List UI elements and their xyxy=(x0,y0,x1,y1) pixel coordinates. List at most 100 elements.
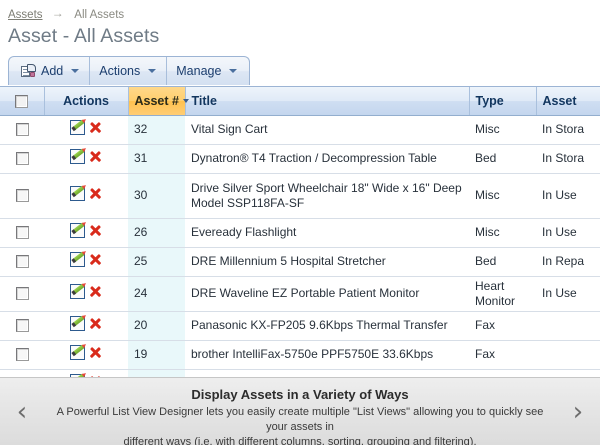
cell-type: Heart Monitor xyxy=(469,276,536,312)
row-select-cell[interactable] xyxy=(0,173,44,219)
cell-asset-number: 26 xyxy=(128,218,185,248)
row-checkbox[interactable] xyxy=(15,189,29,203)
row-select-cell[interactable] xyxy=(0,247,44,277)
delete-x-icon[interactable] xyxy=(89,187,102,200)
row-checkbox[interactable] xyxy=(15,152,29,166)
header-asset-number-label: Asset # xyxy=(134,93,179,108)
header-asset-number[interactable]: Asset # xyxy=(128,87,189,116)
row-select-cell[interactable] xyxy=(0,340,44,370)
table-row[interactable]: 19 brother IntelliFax-5750e PPF5750E 33.… xyxy=(0,340,600,370)
manage-button-label: Manage xyxy=(176,64,222,78)
header-asset-status[interactable]: Asset xyxy=(536,87,600,116)
cell-title: Eveready Flashlight xyxy=(185,218,469,248)
actions-button[interactable]: Actions xyxy=(89,57,166,85)
cell-title: Drive Silver Sport Wheelchair 18" Wide x… xyxy=(185,173,469,219)
chevron-down-icon xyxy=(148,69,157,73)
header-row: Actions Asset # Title Type Asset xyxy=(0,87,600,116)
edit-pencil-icon[interactable] xyxy=(70,251,85,267)
cell-status: In Stora xyxy=(536,115,600,145)
edit-pencil-icon[interactable] xyxy=(70,119,85,135)
delete-x-icon[interactable] xyxy=(89,346,102,359)
row-checkbox[interactable] xyxy=(15,319,29,333)
edit-pencil-icon[interactable] xyxy=(70,283,85,299)
cell-status: In Repa xyxy=(536,247,600,277)
edit-pencil-icon[interactable] xyxy=(70,185,85,201)
row-actions-cell xyxy=(44,340,128,370)
cell-type: Bed xyxy=(469,247,536,277)
table-row[interactable]: 26 Eveready Flashlight Misc In Use xyxy=(0,218,600,248)
promo-content: Display Assets in a Variety of Ways A Po… xyxy=(44,378,556,445)
table-header: Actions Asset # Title Type Asset xyxy=(0,87,600,116)
cell-type: Misc xyxy=(469,218,536,248)
delete-x-icon[interactable] xyxy=(89,317,102,330)
edit-pencil-icon[interactable] xyxy=(70,222,85,238)
row-actions-cell xyxy=(44,144,128,174)
header-actions[interactable]: Actions xyxy=(44,87,129,116)
cell-asset-number: 25 xyxy=(128,247,185,277)
delete-x-icon[interactable] xyxy=(89,253,102,266)
delete-x-icon[interactable] xyxy=(89,285,102,298)
row-checkbox[interactable] xyxy=(15,255,29,269)
breadcrumb-link-assets[interactable]: Assets xyxy=(8,9,43,21)
sort-desc-icon xyxy=(182,98,189,103)
cell-status xyxy=(536,340,600,370)
delete-x-icon[interactable] xyxy=(89,121,102,134)
edit-pencil-icon[interactable] xyxy=(70,344,85,360)
table-row[interactable]: 31 Dynatron® T4 Traction / Decompression… xyxy=(0,144,600,174)
delete-x-icon[interactable] xyxy=(89,150,102,163)
table-row[interactable]: 30 Drive Silver Sport Wheelchair 18" Wid… xyxy=(0,173,600,219)
cell-title: brother IntelliFax-5750e PPF5750E 33.6Kb… xyxy=(185,340,469,370)
cell-type: Fax xyxy=(469,340,536,370)
cell-type: Bed xyxy=(469,144,536,174)
cell-status: In Use xyxy=(536,276,600,312)
header-title[interactable]: Title xyxy=(185,87,470,116)
cell-status: In Stora xyxy=(536,144,600,174)
edit-pencil-icon[interactable] xyxy=(70,315,85,331)
row-checkbox[interactable] xyxy=(15,226,29,240)
assets-grid: Actions Asset # Title Type Asset xyxy=(0,86,600,399)
add-page-icon xyxy=(21,64,36,78)
row-checkbox[interactable] xyxy=(15,287,29,301)
promo-line-2: different ways (i.e. with different colu… xyxy=(123,436,477,445)
manage-button[interactable]: Manage xyxy=(166,57,247,85)
header-type[interactable]: Type xyxy=(469,87,537,116)
row-select-cell[interactable] xyxy=(0,276,44,312)
row-select-cell[interactable] xyxy=(0,115,44,145)
row-actions-cell xyxy=(44,173,128,219)
toolbar-container: Add Actions Manage xyxy=(8,56,600,86)
chevron-down-icon xyxy=(229,69,238,73)
breadcrumb-current-all-assets: All Assets xyxy=(74,9,125,21)
chevron-down-icon xyxy=(71,69,80,73)
table-row[interactable]: 32 Vital Sign Cart Misc In Stora xyxy=(0,115,600,145)
add-button[interactable]: Add xyxy=(11,57,89,85)
breadcrumb: Assets → All Assets xyxy=(0,0,600,22)
row-actions-cell xyxy=(44,115,128,145)
row-checkbox[interactable] xyxy=(15,123,29,137)
chevron-right-icon[interactable]: › xyxy=(572,396,584,427)
edit-pencil-icon[interactable] xyxy=(70,148,85,164)
cell-asset-number: 32 xyxy=(128,115,185,145)
table-row[interactable]: 24 DRE Waveline EZ Portable Patient Moni… xyxy=(0,276,600,312)
select-all-checkbox[interactable] xyxy=(15,94,29,108)
row-select-cell[interactable] xyxy=(0,218,44,248)
row-select-cell[interactable] xyxy=(0,311,44,341)
cell-title: Vital Sign Cart xyxy=(185,115,469,145)
cell-asset-number: 31 xyxy=(128,144,185,174)
table-body: 32 Vital Sign Cart Misc In Stora 31 Dyna… xyxy=(0,115,600,399)
actions-button-label: Actions xyxy=(99,64,141,78)
cell-title: Panasonic KX-FP205 9.6Kbps Thermal Trans… xyxy=(185,311,469,341)
row-select-cell[interactable] xyxy=(0,144,44,174)
chevron-left-icon[interactable]: ‹ xyxy=(16,396,28,427)
cell-asset-number: 20 xyxy=(128,311,185,341)
row-actions-cell xyxy=(44,276,128,312)
header-select-all[interactable] xyxy=(0,87,45,116)
row-checkbox[interactable] xyxy=(15,348,29,362)
table-row[interactable]: 20 Panasonic KX-FP205 9.6Kbps Thermal Tr… xyxy=(0,311,600,341)
cell-asset-number: 30 xyxy=(128,173,185,219)
promo-line-1: A Powerful List View Designer lets you e… xyxy=(56,406,544,433)
table-row[interactable]: 25 DRE Millennium 5 Hospital Stretcher B… xyxy=(0,247,600,277)
cell-title: DRE Millennium 5 Hospital Stretcher xyxy=(185,247,469,277)
delete-x-icon[interactable] xyxy=(89,224,102,237)
toolbar: Add Actions Manage xyxy=(8,56,251,85)
